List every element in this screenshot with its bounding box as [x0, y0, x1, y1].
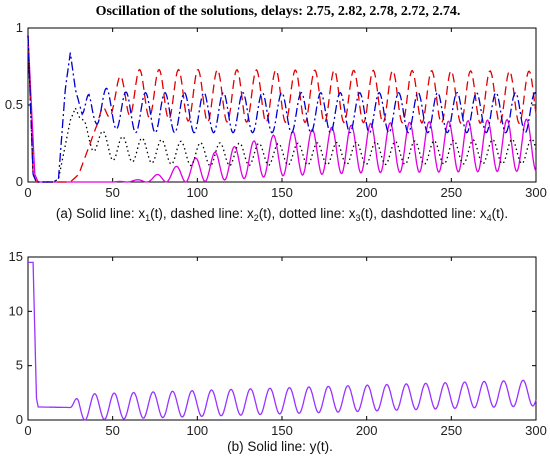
- panel-a-series: [27, 35, 537, 183]
- y-tick-label: 10: [9, 303, 23, 318]
- figure-title: Oscillation of the solutions, delays: 2.…: [96, 4, 461, 19]
- x-tick-label: 0: [24, 423, 31, 438]
- x-tick-label: 100: [186, 185, 208, 200]
- panel-a-ticks: 0 50 100 150 200 250 300 0 0.5 1: [5, 20, 547, 200]
- series-line-x4: [27, 35, 537, 183]
- y-tick-label: 0: [16, 174, 23, 189]
- caption-a-sub3: 3: [356, 213, 361, 223]
- caption-a-x2: x: [247, 206, 254, 221]
- x-tick-label: 300: [525, 423, 547, 438]
- series-line-y: [28, 261, 537, 421]
- caption-b: (b) Solid line: y(t).: [227, 439, 333, 454]
- caption-a-x4: x: [480, 206, 487, 221]
- series-line-x3: [27, 35, 537, 183]
- caption-a-arg1: (t), dashed line:: [150, 206, 247, 221]
- x-tick-label: 250: [440, 185, 462, 200]
- panel-a: 0 50 100 150 200 250 300 0 0.5 1: [5, 20, 547, 200]
- panel-b-series: [28, 261, 537, 421]
- caption-a-x1: x: [138, 206, 145, 221]
- y-tick-label: 5: [16, 358, 23, 373]
- caption-a: (a) Solid line: x1(t), dashed line: x2(t…: [56, 206, 508, 223]
- x-tick-label: 0: [24, 185, 31, 200]
- y-tick-label: 0: [16, 412, 23, 427]
- caption-a-arg4: (t).: [492, 206, 509, 221]
- x-tick-label: 150: [271, 423, 293, 438]
- x-tick-label: 250: [440, 423, 462, 438]
- x-tick-label: 50: [105, 423, 119, 438]
- caption-a-sub2: 2: [254, 213, 259, 223]
- caption-a-sub1: 1: [145, 213, 150, 223]
- y-tick-label: 1: [16, 20, 23, 35]
- series-line-x1: [27, 35, 537, 183]
- caption-a-sub4: 4: [487, 213, 492, 223]
- caption-a-arg2: (t), dotted line:: [259, 206, 349, 221]
- x-tick-label: 100: [186, 423, 208, 438]
- series-line-x2: [27, 35, 537, 183]
- y-tick-label: 15: [9, 249, 23, 264]
- caption-a-x3: x: [349, 206, 356, 221]
- x-tick-label: 200: [356, 423, 378, 438]
- panel-b-ticks: 0 50 100 150 200 250 300 0 5 10 15: [9, 249, 547, 438]
- x-tick-label: 200: [356, 185, 378, 200]
- x-tick-label: 50: [105, 185, 119, 200]
- x-tick-label: 300: [525, 185, 547, 200]
- caption-a-prefix: (a) Solid line:: [56, 206, 139, 221]
- panel-b: 0 50 100 150 200 250 300 0 5 10 15: [9, 249, 547, 438]
- caption-a-arg3: (t), dashdotted line:: [361, 206, 480, 221]
- x-tick-label: 150: [271, 185, 293, 200]
- y-tick-label: 0.5: [5, 97, 23, 112]
